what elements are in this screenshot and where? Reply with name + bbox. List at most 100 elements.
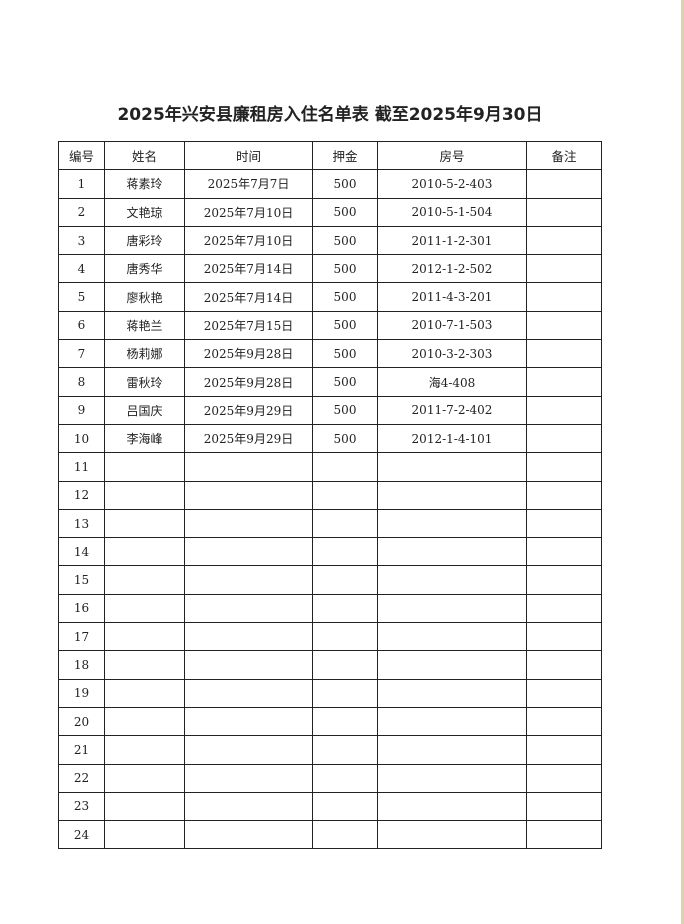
cell-col-name	[104, 735, 185, 765]
cell-col-date: 2025年7月10日	[184, 197, 313, 227]
cell-col-id: 8	[58, 367, 105, 397]
cell-col-deposit: 500	[312, 339, 378, 369]
cell-col-name	[104, 452, 185, 482]
table-row: 23	[58, 791, 602, 822]
cell-col-deposit	[312, 678, 378, 708]
cell-col-notes	[526, 735, 602, 765]
cell-col-deposit	[312, 791, 378, 822]
table-row: 21	[58, 735, 602, 765]
cell-col-id: 23	[58, 791, 105, 822]
table-row: 8 雷秋玲 2025年9月28日 500 海4-408	[58, 367, 602, 397]
cell-col-name: 唐彩玲	[104, 225, 185, 256]
table-row: 1 蒋素玲 2025年7月7日 500 2010-5-2-403	[58, 169, 602, 199]
cell-col-deposit	[312, 763, 378, 793]
cell-col-notes	[526, 339, 602, 369]
cell-col-room: 2010-5-2-403	[377, 169, 527, 199]
table-row: 17	[58, 622, 602, 652]
table-row: 9 吕国庆 2025年9月29日 500 2011-7-2-402	[58, 395, 602, 425]
cell-col-id: 9	[58, 395, 105, 425]
cell-col-name	[104, 480, 185, 510]
cell-col-id: 10	[58, 423, 105, 454]
cell-col-room	[377, 706, 527, 737]
cell-col-name	[104, 565, 185, 595]
cell-col-name	[104, 706, 185, 737]
cell-col-deposit	[312, 537, 378, 567]
cell-col-name: 吕国庆	[104, 395, 185, 425]
cell-col-notes	[526, 678, 602, 708]
cell-col-date	[184, 706, 313, 737]
page-title: 2025年兴安县廉租房入住名单表 截至2025年9月30日	[117, 105, 543, 125]
cell-col-date	[184, 593, 313, 624]
table-row: 22	[58, 763, 602, 793]
cell-col-id: 22	[58, 763, 105, 793]
cell-col-deposit: 500	[312, 169, 378, 199]
cell-col-room: 2011-1-2-301	[377, 225, 527, 256]
table-row: 7 杨莉娜 2025年9月28日 500 2010-3-2-303	[58, 339, 602, 369]
cell-col-date	[184, 650, 313, 680]
cell-col-name: 李海峰	[104, 423, 185, 454]
cell-col-deposit	[312, 508, 378, 539]
cell-col-name	[104, 537, 185, 567]
cell-col-deposit	[312, 593, 378, 624]
tenant-table: 编号 姓名 时间 押金 房号 备注 1 蒋素玲 2025年7月7日 500 2010-5-2-40…	[58, 140, 602, 850]
page-edge	[681, 0, 684, 924]
table-row: 11	[58, 452, 602, 482]
cell-col-notes	[526, 791, 602, 822]
table-row: 6 蒋艳兰 2025年7月15日 500 2010-7-1-503	[58, 310, 602, 341]
cell-col-room	[377, 480, 527, 510]
cell-col-id: 6	[58, 310, 105, 341]
cell-col-name: 蒋素玲	[104, 169, 185, 199]
cell-col-date: 2025年9月29日	[184, 395, 313, 425]
cell-col-id: 2	[58, 197, 105, 227]
cell-col-deposit: 500	[312, 310, 378, 341]
cell-col-date	[184, 537, 313, 567]
cell-col-date: 2025年7月10日	[184, 225, 313, 256]
cell-col-date: 2025年9月28日	[184, 339, 313, 369]
cell-col-room: 2011-4-3-201	[377, 282, 527, 312]
cell-col-room	[377, 622, 527, 652]
cell-col-deposit: 500	[312, 225, 378, 256]
cell-col-notes	[526, 169, 602, 199]
cell-col-room: 2012-1-2-502	[377, 254, 527, 284]
cell-col-id: 13	[58, 508, 105, 539]
cell-col-date	[184, 452, 313, 482]
cell-col-notes	[526, 763, 602, 793]
cell-col-room: 2012-1-4-101	[377, 423, 527, 454]
cell-col-date	[184, 480, 313, 510]
table-row: 2 文艳琼 2025年7月10日 500 2010-5-1-504	[58, 197, 602, 227]
header-col-room: 房号	[377, 140, 527, 171]
table-row: 12	[58, 480, 602, 510]
table-row: 4 唐秀华 2025年7月14日 500 2012-1-2-502	[58, 254, 602, 284]
table-row: 15	[58, 565, 602, 595]
cell-col-notes	[526, 310, 602, 341]
cell-col-date: 2025年9月29日	[184, 423, 313, 454]
cell-col-id: 11	[58, 452, 105, 482]
cell-col-room	[377, 565, 527, 595]
cell-col-id: 24	[58, 820, 105, 850]
cell-col-date	[184, 508, 313, 539]
cell-col-deposit	[312, 706, 378, 737]
cell-col-notes	[526, 537, 602, 567]
cell-col-notes	[526, 423, 602, 454]
cell-col-name	[104, 820, 185, 850]
cell-col-name	[104, 650, 185, 680]
cell-col-id: 21	[58, 735, 105, 765]
cell-col-deposit	[312, 735, 378, 765]
cell-col-id: 14	[58, 537, 105, 567]
table-row: 5 廖秋艳 2025年7月14日 500 2011-4-3-201	[58, 282, 602, 312]
cell-col-name	[104, 622, 185, 652]
cell-col-notes	[526, 480, 602, 510]
cell-col-room: 2010-3-2-303	[377, 339, 527, 369]
cell-col-deposit: 500	[312, 197, 378, 227]
cell-col-date	[184, 763, 313, 793]
cell-col-name: 唐秀华	[104, 254, 185, 284]
cell-col-notes	[526, 452, 602, 482]
cell-col-date	[184, 622, 313, 652]
cell-col-deposit	[312, 452, 378, 482]
cell-col-date: 2025年7月14日	[184, 254, 313, 284]
cell-col-deposit: 500	[312, 367, 378, 397]
header-col-name: 姓名	[104, 140, 185, 171]
cell-col-deposit	[312, 650, 378, 680]
cell-col-date	[184, 820, 313, 850]
cell-col-id: 7	[58, 339, 105, 369]
